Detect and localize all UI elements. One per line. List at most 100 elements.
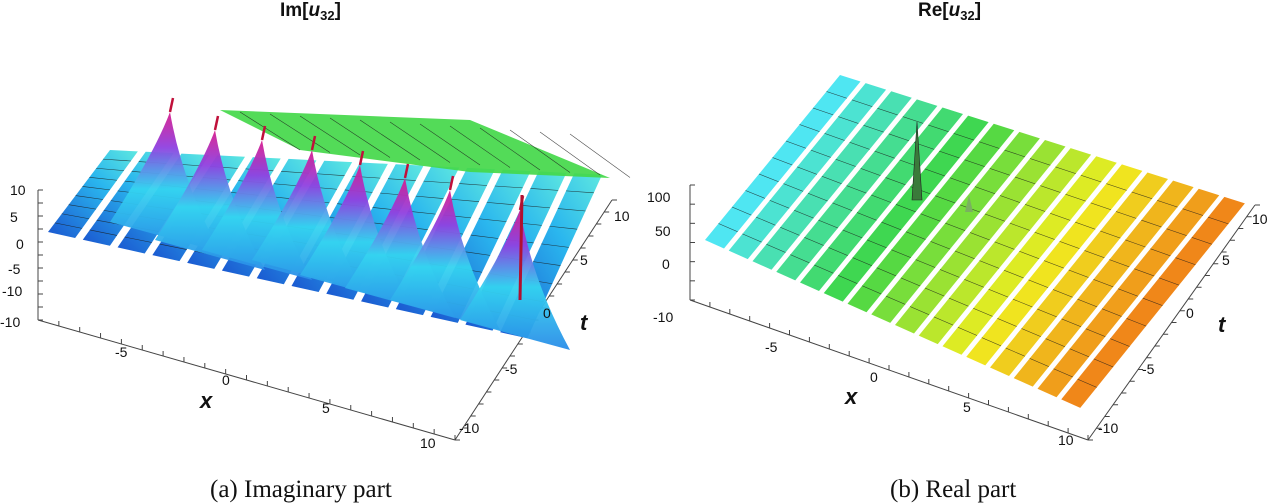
surface-strip-9	[918, 148, 1092, 345]
surface-strip-12	[990, 172, 1168, 376]
surface-strip-6	[847, 123, 1015, 313]
surface-grid-line	[876, 267, 897, 277]
surface-grid-line	[470, 234, 499, 239]
surface-grid-line	[939, 269, 960, 278]
surface-grid-line	[851, 99, 873, 107]
surface-grid-line	[1157, 200, 1178, 208]
surface-grid-line	[758, 173, 779, 182]
surface-grid-line	[1061, 318, 1082, 328]
panel-a-x-tick-5: 5	[322, 400, 330, 416]
panel-b-caption: (b) Real part	[890, 476, 1016, 503]
surface-grid-line	[1029, 358, 1049, 367]
surface-grid-line	[530, 188, 559, 191]
soliton-spike-6	[448, 175, 455, 191]
surface-grid-line	[1053, 368, 1073, 378]
surface-plateau-grid	[239, 111, 301, 151]
panel-b-t-tick-10: 10	[1252, 211, 1268, 227]
surface-grid-line	[541, 243, 569, 248]
soliton-spike-3	[310, 135, 317, 151]
panel-b-t-tick-5: 5	[1222, 252, 1230, 268]
surface-strip-0	[48, 150, 138, 239]
surface-grid-line	[1085, 328, 1106, 337]
surface-grid-line	[1100, 230, 1121, 239]
panel-b-surface	[705, 75, 1245, 408]
panel-b-x-tick-10: 10	[1058, 432, 1074, 448]
surface-grid-line	[1059, 241, 1080, 249]
surface-grid-line	[812, 107, 834, 116]
surface-grid-line	[1182, 208, 1204, 216]
panel-a-t-tick-m10: -10	[459, 420, 479, 436]
surface-grid-line	[1004, 149, 1025, 158]
surface-grid-line	[821, 175, 842, 185]
surface-grid-line	[1009, 222, 1030, 231]
surface-grid-line	[997, 318, 1017, 327]
surface-grid-line	[874, 150, 895, 159]
surface-grid-line	[549, 225, 578, 230]
soliton-spike-5	[403, 163, 410, 179]
surface-grid-line	[96, 167, 124, 171]
surface-grid-line	[61, 213, 90, 220]
surface-grid-line	[1134, 268, 1155, 277]
surface-grid-line	[794, 209, 814, 219]
surface-grid-line	[780, 226, 800, 236]
surface-grid-line	[920, 213, 941, 222]
panel-a-z-tick-10: 10	[10, 182, 26, 198]
surface-grid-line	[407, 210, 436, 215]
surface-grid-line	[909, 306, 930, 316]
surface-grid-line	[877, 107, 898, 116]
surface-grid-line	[826, 91, 847, 99]
surface-strip-8	[895, 140, 1066, 334]
surface-grid-line	[933, 316, 954, 326]
surface-grid-line	[885, 177, 906, 186]
surface-grid-line	[1084, 250, 1105, 259]
surface-grid-line	[756, 216, 776, 226]
panel-a-t-tick-0: 0	[543, 305, 551, 321]
surface-strip-3	[776, 99, 938, 281]
surface-grid-line	[924, 287, 945, 297]
surface-grid-line	[838, 275, 858, 284]
surface-grid-line	[1024, 204, 1046, 212]
surface-grid-line	[953, 133, 975, 141]
surface-plateau-grid	[569, 133, 631, 178]
surface-grid-line	[1142, 297, 1163, 306]
surface-grid-line	[1050, 212, 1071, 221]
panel-b-x-tick-5: 5	[963, 399, 971, 415]
surface-grid-line	[930, 241, 951, 250]
surface-grid-line	[885, 295, 906, 305]
panel-b: Re[u32] 100 50 0 -10 -5 0 5 10 -10 -5 0 …	[647, 0, 1268, 503]
surface-grid-line	[1131, 191, 1153, 199]
surface-grid-line	[979, 141, 1000, 149]
surface-grid-line	[1125, 239, 1146, 248]
surface-grid-line	[974, 186, 996, 194]
panel-a-t-tick-10: 10	[614, 208, 630, 224]
soliton-spike-1	[213, 115, 220, 131]
surface-grid-line	[731, 206, 752, 216]
surface-grid-line	[973, 307, 993, 317]
panel-a: Im[u32] 10 5 0 -5 -10 -10 -5 0 5 10 -10 …	[0, 0, 631, 503]
soliton-spike-4	[358, 150, 365, 166]
surface-grid-line	[566, 190, 594, 194]
surface-grid-line	[1029, 158, 1051, 166]
surface-grid-line	[994, 241, 1015, 250]
surface-grid-line	[89, 177, 117, 181]
surface-grid-line	[1040, 185, 1061, 193]
panel-b-title: Re[u32]	[918, 0, 981, 23]
surface-grid-line	[799, 124, 820, 132]
surface-grid-line	[1093, 358, 1114, 368]
surface-grid-line	[533, 261, 561, 266]
surface-grid-line	[969, 232, 990, 241]
surface-strip-13	[1013, 180, 1194, 387]
surface-grid-line	[415, 195, 444, 199]
surface-grid-line	[1080, 174, 1102, 183]
surface-spike-small	[965, 195, 973, 212]
surface-grid-line	[1075, 221, 1096, 230]
surface-grid-line	[888, 133, 910, 142]
panel-b-z-tick-100: 100	[647, 189, 671, 205]
panel-a-z-tick-m10: -10	[2, 283, 22, 299]
surface-grid-line	[1191, 237, 1213, 245]
surface-grid-line	[989, 168, 1011, 176]
panel-b-x-tick-0: 0	[870, 369, 878, 385]
surface-grid-line	[1166, 228, 1187, 236]
soliton-spike-2	[260, 125, 267, 141]
